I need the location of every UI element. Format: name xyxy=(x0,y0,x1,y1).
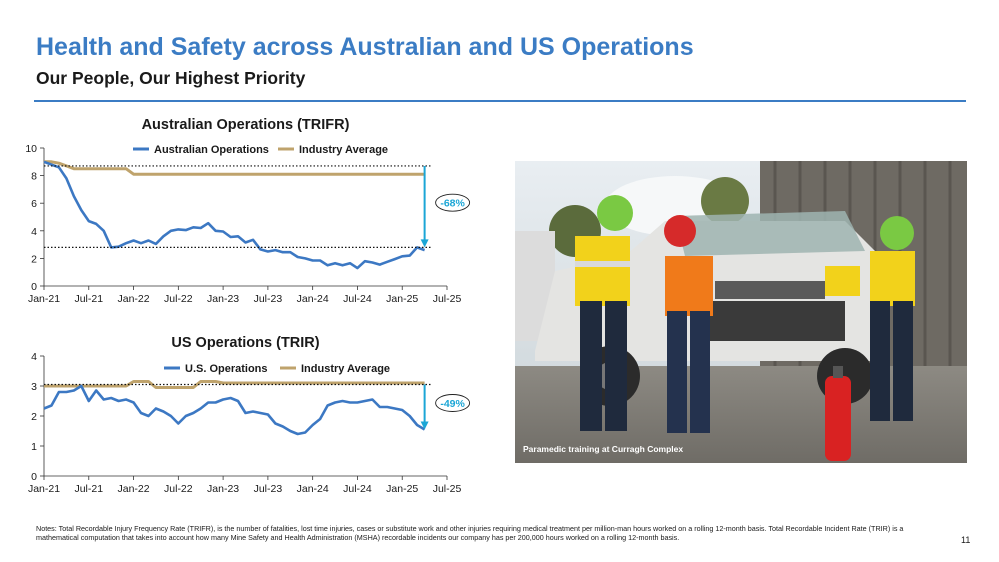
change-callout-label: -68% xyxy=(440,198,465,210)
chart-title: US Operations (TRIR) xyxy=(171,335,319,351)
y-tick-label: 6 xyxy=(31,198,37,210)
change-callout-label: -49% xyxy=(440,398,465,410)
series-line-2 xyxy=(44,380,425,389)
y-tick-label: 2 xyxy=(31,411,37,423)
x-tick-label: Jan-24 xyxy=(297,483,329,495)
footer-notes: Notes: Total Recordable Injury Frequency… xyxy=(36,524,904,542)
x-tick-label: Jan-21 xyxy=(28,483,60,495)
y-tick-label: 1 xyxy=(31,441,37,453)
australian-trifr-chart: Australian Operations (TRIFR) Australian … xyxy=(25,117,471,305)
page-number: 11 xyxy=(961,535,971,545)
chart-title: Australian Operations (TRIFR) xyxy=(142,117,350,133)
y-tick-label: 4 xyxy=(31,226,37,238)
series-line-1 xyxy=(43,160,426,270)
x-tick-label: Jul-22 xyxy=(164,483,193,495)
y-tick-label: 3 xyxy=(31,381,37,393)
title-divider xyxy=(34,100,966,102)
legend-label-1: Australian Operations xyxy=(154,144,269,156)
legend-label-2: Industry Average xyxy=(301,363,390,375)
change-arrow-head xyxy=(420,239,429,248)
x-tick-label: Jan-25 xyxy=(386,483,418,495)
x-tick-label: Jul-21 xyxy=(74,293,103,305)
x-tick-label: Jul-23 xyxy=(254,293,283,305)
series-line-2 xyxy=(44,160,425,176)
x-tick-label: Jul-25 xyxy=(433,483,462,495)
change-callout-bubble xyxy=(435,193,471,212)
series-line-1 xyxy=(43,384,426,436)
x-tick-label: Jan-22 xyxy=(118,293,150,305)
y-tick-label: 0 xyxy=(31,471,37,483)
x-tick-label: Jul-23 xyxy=(254,483,283,495)
x-tick-label: Jul-24 xyxy=(343,293,372,305)
x-tick-label: Jul-25 xyxy=(433,293,462,305)
change-callout-bubble xyxy=(435,394,471,412)
us-trir-chart: US Operations (TRIR) U.S. Operations Indus… xyxy=(28,335,471,495)
x-tick-label: Jul-22 xyxy=(164,293,193,305)
x-tick-label: Jan-23 xyxy=(207,483,239,495)
y-tick-label: 8 xyxy=(31,171,37,183)
x-tick-label: Jan-22 xyxy=(118,483,150,495)
legend-label-2: Industry Average xyxy=(299,144,388,156)
y-tick-label: 4 xyxy=(31,351,37,363)
x-tick-label: Jan-21 xyxy=(28,293,60,305)
x-tick-label: Jul-21 xyxy=(74,483,103,495)
x-tick-label: Jan-25 xyxy=(386,293,418,305)
paramedic-training-photo: Paramedic training at Curragh Complex xyxy=(515,161,967,463)
page-subtitle: Our People, Our Highest Priority xyxy=(36,68,306,88)
y-tick-label: 10 xyxy=(25,143,37,155)
change-arrow-head xyxy=(420,421,429,430)
x-tick-label: Jul-24 xyxy=(343,483,372,495)
photo-caption: Paramedic training at Curragh Complex xyxy=(523,444,684,454)
y-tick-label: 2 xyxy=(31,253,37,265)
x-tick-label: Jan-23 xyxy=(207,293,239,305)
y-tick-label: 0 xyxy=(31,281,37,293)
legend-label-1: U.S. Operations xyxy=(185,363,268,375)
x-tick-label: Jan-24 xyxy=(297,293,329,305)
photo-illustration xyxy=(515,161,967,463)
page-title: Health and Safety across Australian and … xyxy=(36,33,694,61)
